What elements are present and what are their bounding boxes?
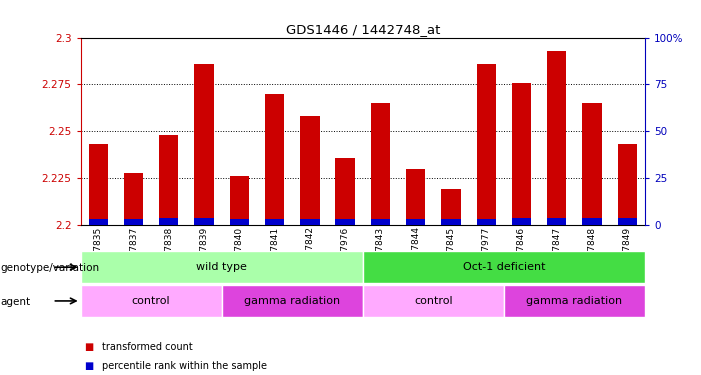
Bar	[547, 217, 566, 225]
Bar	[371, 103, 390, 225]
Bar	[265, 219, 285, 225]
Text: control: control	[132, 296, 170, 306]
Bar	[300, 219, 320, 225]
Text: gamma radiation: gamma radiation	[526, 296, 622, 306]
Bar	[618, 144, 637, 225]
Bar	[618, 217, 637, 225]
Bar	[363, 285, 504, 317]
Bar	[124, 219, 143, 225]
Bar	[504, 285, 645, 317]
Text: ■: ■	[84, 361, 93, 370]
Bar	[88, 144, 108, 225]
Bar	[88, 219, 108, 225]
Bar	[222, 285, 363, 317]
Bar	[406, 169, 426, 225]
Text: transformed count: transformed count	[102, 342, 192, 352]
Bar	[406, 219, 426, 225]
Bar	[512, 217, 531, 225]
Bar	[300, 116, 320, 225]
Bar	[81, 285, 222, 317]
Bar	[336, 158, 355, 225]
Text: genotype/variation: genotype/variation	[1, 263, 100, 273]
Bar	[159, 135, 179, 225]
Text: agent: agent	[1, 297, 31, 307]
Bar	[547, 51, 566, 225]
Title: GDS1446 / 1442748_at: GDS1446 / 1442748_at	[285, 23, 440, 36]
Bar	[441, 219, 461, 225]
Bar	[265, 94, 285, 225]
Text: percentile rank within the sample: percentile rank within the sample	[102, 361, 266, 370]
Bar	[363, 251, 645, 283]
Bar	[194, 217, 214, 225]
Bar	[124, 172, 143, 225]
Bar	[81, 251, 363, 283]
Bar	[583, 103, 601, 225]
Bar	[194, 64, 214, 225]
Bar	[441, 189, 461, 225]
Bar	[512, 82, 531, 225]
Text: wild type: wild type	[196, 262, 247, 272]
Text: ■: ■	[84, 342, 93, 352]
Bar	[336, 219, 355, 225]
Bar	[583, 217, 601, 225]
Bar	[159, 217, 179, 225]
Text: control: control	[414, 296, 453, 306]
Text: Oct-1 deficient: Oct-1 deficient	[463, 262, 545, 272]
Bar	[230, 176, 249, 225]
Bar	[371, 219, 390, 225]
Bar	[477, 219, 496, 225]
Bar	[477, 64, 496, 225]
Bar	[230, 219, 249, 225]
Text: gamma radiation: gamma radiation	[244, 296, 340, 306]
